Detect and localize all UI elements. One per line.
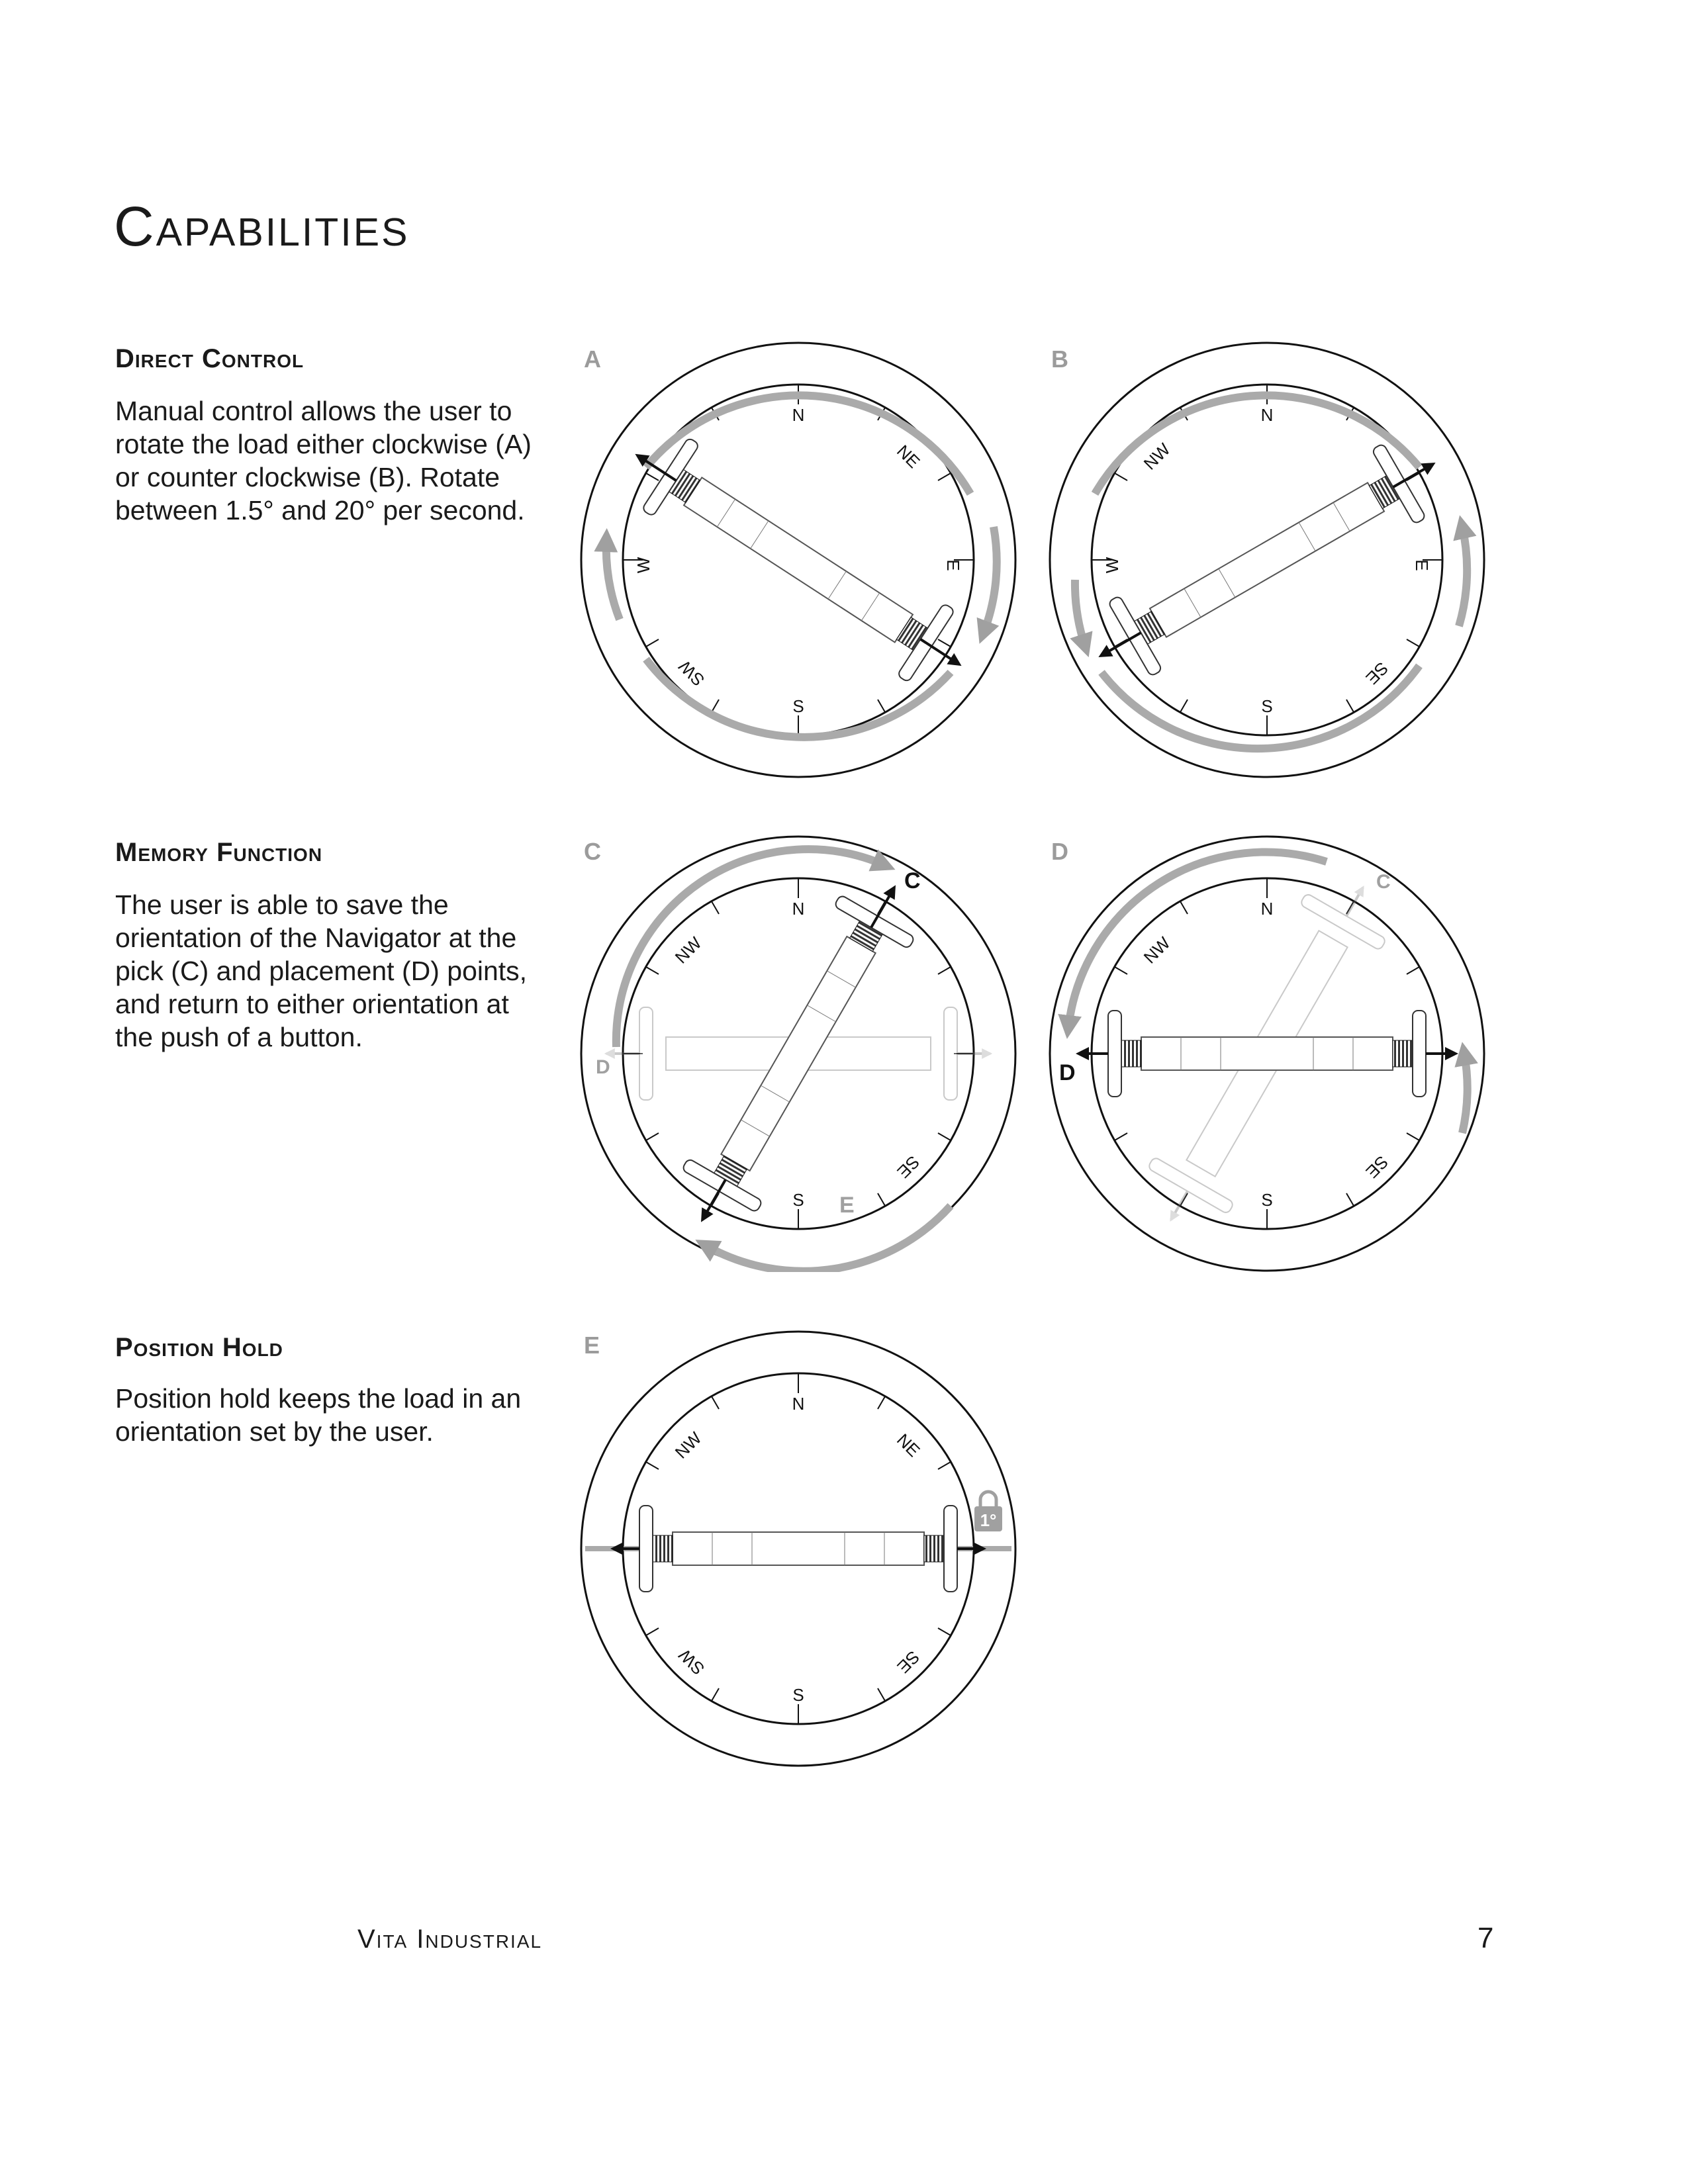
outer-ring: [580, 341, 1017, 778]
diagram-a-letter: A: [584, 345, 601, 373]
label-e: E: [943, 559, 963, 570]
place-point-label: D: [1059, 1060, 1076, 1085]
memory-arc-top: [612, 845, 896, 1048]
diagram-d: N NW SE S C D: [1049, 835, 1485, 1272]
label-w: W: [1102, 557, 1122, 573]
load-machine: [610, 1505, 986, 1592]
label-se: SE: [1362, 1152, 1392, 1182]
label-se: SE: [893, 1647, 923, 1677]
outer-ring: [1049, 835, 1485, 1272]
label-sw: SW: [675, 657, 708, 690]
rotation-arrow-left: [1070, 579, 1093, 658]
compass-ticks: [645, 1373, 951, 1724]
label-n: N: [792, 405, 805, 425]
label-se: SE: [1362, 658, 1392, 688]
rotation-arrow-right: [1453, 515, 1477, 627]
direct-control-heading: Direct Control: [115, 344, 305, 373]
load-machine: [635, 438, 962, 682]
rotation-arrow-right: [976, 525, 1001, 644]
memory-function-text: The user is able to save the orientation…: [115, 889, 528, 1052]
compass-ticks: [623, 878, 974, 1229]
memory-function-heading: Memory Function: [115, 838, 323, 867]
load-machine: [1076, 1010, 1458, 1097]
label-n: N: [1261, 405, 1274, 425]
diagram-e-letter: E: [584, 1332, 600, 1359]
outer-ring: [1049, 341, 1485, 778]
rotation-arc-top: [1091, 391, 1423, 496]
diagram-b: N NW E SE S W: [1049, 341, 1485, 778]
label-ne: NE: [893, 1430, 924, 1461]
label-w: W: [633, 557, 653, 573]
label-s: S: [792, 696, 804, 716]
label-n: N: [1261, 899, 1274, 919]
label-ne: NE: [893, 441, 924, 472]
direct-control-text: Manual control allows the user to rotate…: [115, 396, 532, 525]
diagram-a: N NE E S SW W: [580, 341, 1017, 778]
diagram-b-letter: B: [1051, 345, 1068, 373]
outer-ring: [580, 1330, 1017, 1767]
memory-arc-bottom: [695, 1203, 954, 1272]
rotation-arc-top: [643, 391, 974, 496]
label-n: N: [792, 1394, 805, 1414]
diagram-e: 1° N NW NE SW SE S: [580, 1330, 1017, 1767]
diagram-c-letter: C: [584, 838, 601, 865]
position-hold-heading: Position Hold: [115, 1333, 283, 1362]
page-number: 7: [1477, 1922, 1494, 1954]
label-nw: NW: [671, 933, 706, 967]
label-s: S: [792, 1190, 804, 1210]
footer-brand: Vita Industrial: [357, 1925, 543, 1954]
rotation-arc-bottom: [1098, 663, 1423, 753]
rotation-arrow-left: [594, 528, 624, 621]
page-title: Capabilities: [114, 195, 410, 257]
label-se: SE: [893, 1152, 923, 1182]
compass-ticks: [1092, 878, 1442, 1229]
load-machine: [1098, 444, 1436, 676]
lock-icon: 1°: [974, 1490, 1002, 1531]
label-s: S: [1261, 696, 1272, 716]
memory-arc-left: [1058, 848, 1328, 1039]
pick-point-label: C: [1376, 871, 1391, 893]
position-hold-text: Position hold keeps the load in an orien…: [115, 1383, 522, 1447]
pick-point-label: C: [904, 868, 921, 893]
label-sw: SW: [675, 1645, 708, 1679]
diagram-d-letter: D: [1051, 838, 1068, 865]
diagram-c: N NW SE S C D E: [580, 835, 1017, 1272]
label-nw: NW: [1140, 933, 1174, 967]
place-point-label: D: [596, 1056, 610, 1078]
label-s: S: [1261, 1190, 1272, 1210]
label-s: S: [792, 1685, 804, 1705]
load-machine: [682, 885, 914, 1222]
label-nw: NW: [1140, 439, 1174, 473]
label-nw: NW: [671, 1428, 706, 1462]
label-n: N: [792, 899, 805, 919]
hold-point-label: E: [839, 1193, 855, 1218]
label-e: E: [1412, 559, 1432, 570]
rotation-arc-bottom: [643, 657, 954, 741]
memory-arc-right: [1454, 1042, 1478, 1134]
lock-angle-label: 1°: [980, 1510, 997, 1530]
